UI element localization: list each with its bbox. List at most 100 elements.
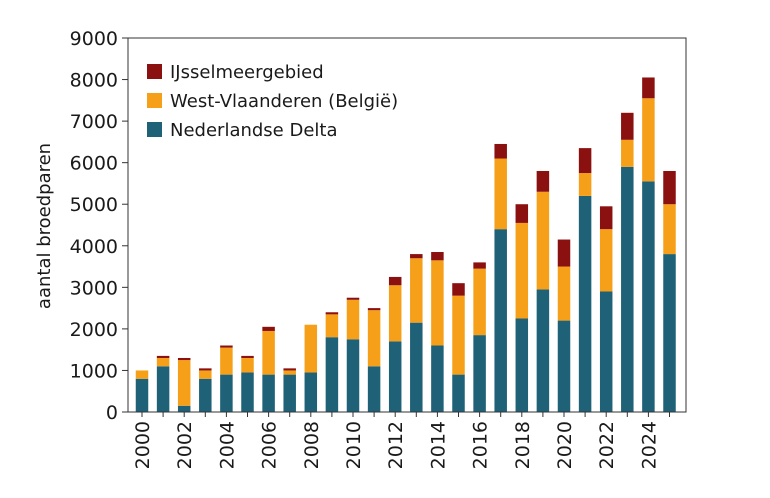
bar-segment-2011-s2 [367, 308, 381, 311]
bar-segment-2001-s2 [156, 355, 170, 358]
bar-segment-2010-s2 [346, 297, 360, 300]
y-tick-label-3000: 3000 [70, 277, 118, 299]
bar-segment-2014-s2 [431, 252, 444, 261]
bar-segment-2022-s2 [599, 206, 613, 230]
legend-label-1: West-Vlaanderen (België) [170, 91, 398, 112]
bar-segment-2021-s1 [578, 173, 592, 196]
bar-segment-2015-s2 [452, 283, 465, 296]
bar-segment-2017-s2 [494, 143, 507, 159]
bar-segment-2017-s1 [494, 158, 507, 230]
x-tick-label-2024: 2024 [638, 421, 660, 469]
bar-segment-2002-s0 [177, 405, 191, 412]
bar-segment-2021-s0 [578, 195, 592, 412]
x-tick-label-2020: 2020 [554, 421, 576, 469]
y-tick-label-7000: 7000 [70, 111, 118, 133]
bar-segment-2013-s2 [410, 254, 423, 259]
bar-segment-2008-s0 [304, 372, 318, 412]
bar-segment-2018-s0 [515, 318, 529, 412]
plot-frame [127, 37, 687, 413]
bar-segment-2023-s0 [621, 166, 634, 412]
bar-segment-2012-s0 [388, 341, 402, 412]
bar-segment-2023-s1 [621, 139, 634, 167]
bar-segment-2016-s2 [473, 262, 486, 269]
bar-segment-2019-s1 [536, 191, 550, 290]
x-tick-label-2012: 2012 [385, 421, 407, 469]
legend-swatch-1 [147, 93, 162, 108]
bar-segment-2000-s0 [135, 378, 149, 412]
bar-segment-2015-s0 [452, 374, 465, 412]
bar-segment-2007-s1 [283, 370, 296, 375]
bar-segment-2017-s0 [494, 229, 507, 412]
legend: IJsselmeergebied West-Vlaanderen (België)… [147, 62, 398, 141]
bar-segment-2006-s0 [262, 374, 275, 412]
bar-segment-2016-s0 [473, 335, 486, 412]
bar-segment-2024-s1 [642, 98, 655, 182]
bar-segment-2009-s0 [325, 337, 339, 412]
bar-segment-2004-s0 [220, 374, 233, 412]
x-tick-label-2022: 2022 [596, 421, 618, 469]
bar-segment-2011-s0 [367, 366, 381, 412]
bar-segment-2025-s0 [663, 254, 676, 412]
bar-segment-2002-s2 [177, 357, 191, 361]
bar-segment-2016-s1 [473, 268, 486, 336]
bar-segment-2020-s0 [557, 320, 571, 412]
bar-segment-2022-s0 [599, 291, 613, 412]
bar-segment-2008-s1 [304, 324, 318, 373]
y-tick-label-8000: 8000 [70, 70, 118, 92]
y-tick-label-6000: 6000 [70, 153, 118, 175]
bar-segment-2020-s1 [557, 266, 571, 321]
y-tick-label-2000: 2000 [70, 319, 118, 341]
legend-label-0: IJsselmeergebied [170, 62, 324, 83]
bar-segment-2025-s1 [663, 204, 676, 255]
bar-segment-2018-s2 [515, 204, 529, 223]
bar-segment-2005-s1 [241, 357, 254, 373]
y-tick-label-4000: 4000 [70, 236, 118, 258]
bar-segment-2001-s1 [156, 357, 170, 367]
bar-segment-2019-s0 [536, 289, 550, 412]
bar-segment-2003-s1 [199, 370, 212, 379]
bar-segment-2018-s1 [515, 222, 529, 319]
x-tick-label-2006: 2006 [259, 421, 281, 469]
bar-segment-2025-s2 [663, 170, 676, 205]
bar-segment-2002-s1 [177, 360, 191, 406]
legend-swatch-2 [147, 122, 162, 137]
x-tick-label-2004: 2004 [216, 421, 238, 469]
x-tick-label-2018: 2018 [512, 421, 534, 469]
bar-segment-2015-s1 [452, 295, 465, 375]
bar-segment-2003-s0 [199, 378, 212, 412]
legend-swatch-0 [147, 64, 162, 79]
y-tick-label-0: 0 [106, 402, 118, 424]
bar-segment-2014-s0 [431, 345, 444, 412]
bar-segment-2012-s2 [388, 276, 402, 286]
bar-segment-2006-s2 [262, 326, 275, 331]
bar-segment-2007-s0 [283, 374, 296, 412]
y-tick-label-9000: 9000 [70, 28, 118, 50]
bar-segment-2011-s1 [367, 310, 381, 367]
x-tick-label-2008: 2008 [301, 421, 323, 469]
bar-segment-2013-s0 [410, 322, 423, 412]
x-tick-label-2016: 2016 [470, 421, 492, 469]
bar-segment-2005-s0 [241, 372, 254, 412]
bar-segment-2024-s0 [642, 181, 655, 412]
bars-group [135, 77, 676, 412]
bar-segment-2022-s1 [599, 229, 613, 292]
x-tick-label-2000: 2000 [132, 421, 154, 469]
bar-segment-2007-s2 [283, 368, 296, 371]
bar-segment-2001-s0 [156, 366, 170, 412]
bar-segment-2004-s1 [220, 347, 233, 375]
bar-segment-2005-s2 [241, 355, 254, 358]
bar-segment-2024-s2 [642, 77, 655, 99]
x-tick-label-2014: 2014 [427, 421, 449, 469]
bar-segment-2009-s1 [325, 314, 339, 338]
bar-segment-2003-s2 [199, 368, 212, 371]
bar-segment-2009-s2 [325, 312, 339, 315]
x-tick-label-2010: 2010 [343, 421, 365, 469]
bar-segment-2010-s1 [346, 299, 360, 340]
bar-segment-2023-s2 [621, 112, 634, 140]
y-tick-label-5000: 5000 [70, 194, 118, 216]
bar-segment-2012-s1 [388, 285, 402, 342]
y-axis-label: aantal broedparen [34, 143, 55, 309]
bar-segment-2006-s1 [262, 330, 275, 375]
x-tick-label-2002: 2002 [174, 421, 196, 469]
axes-group: 0 1000 2000 3000 4000 5000 6000 7000 8000 9000 200… [70, 28, 687, 469]
